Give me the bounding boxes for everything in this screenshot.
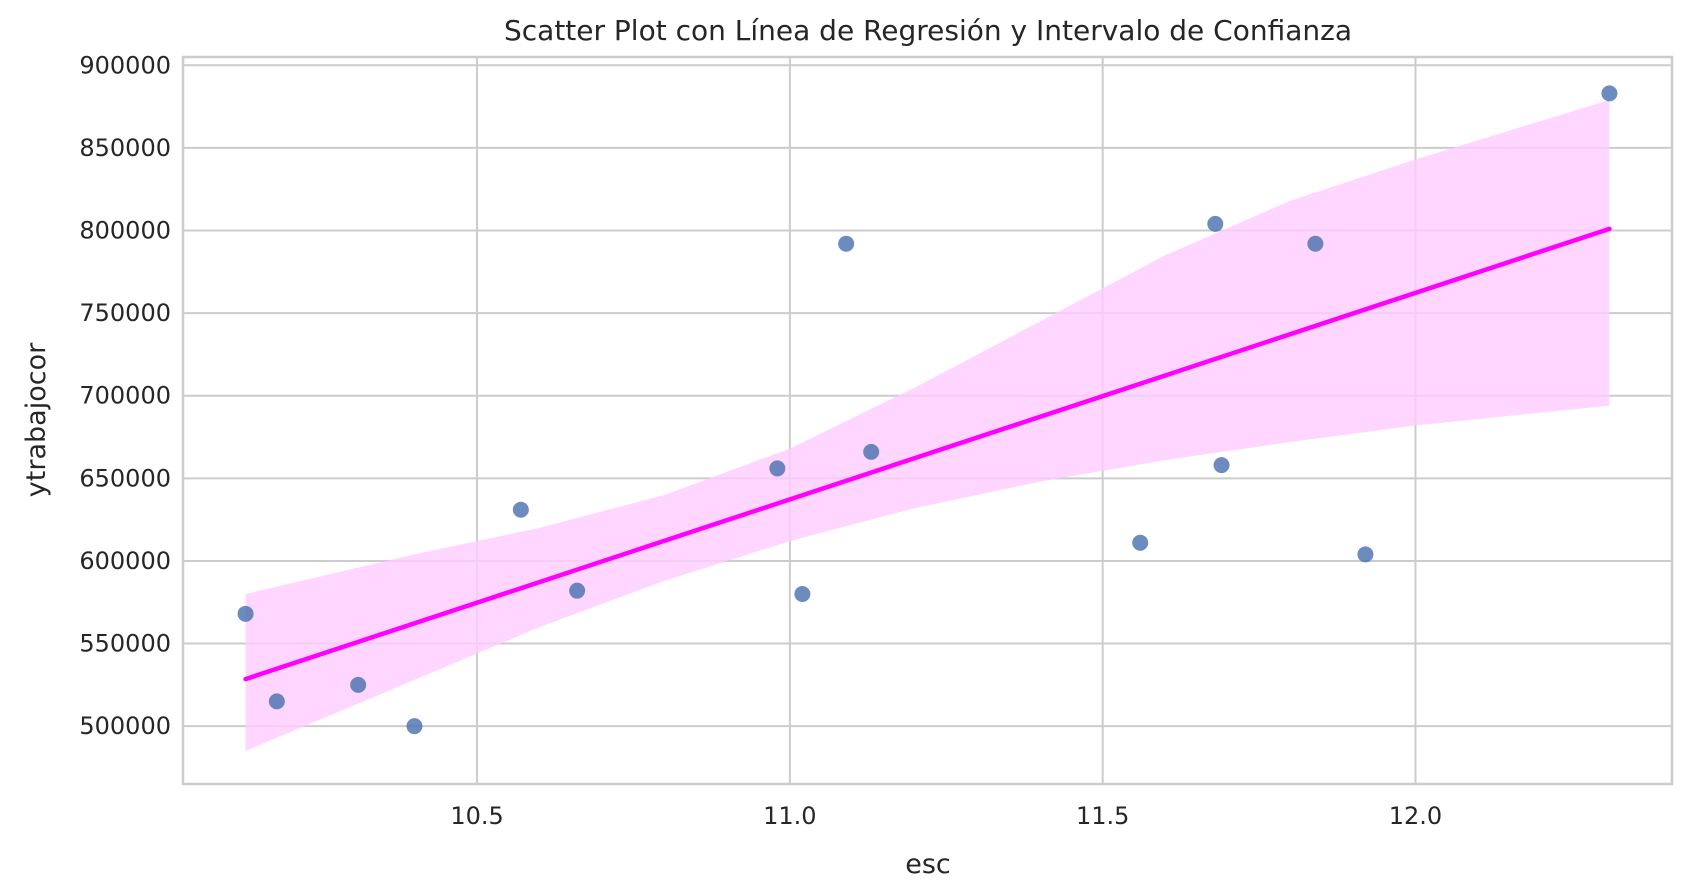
y-tick-label: 750000 (79, 299, 171, 327)
data-point (1132, 534, 1149, 551)
y-tick-label: 700000 (79, 382, 171, 410)
data-point (237, 605, 254, 622)
y-tick-label: 550000 (79, 630, 171, 658)
data-point (512, 501, 529, 518)
x-axis-label: esc (905, 849, 951, 880)
y-axis-label: ytrabajocor (21, 342, 52, 497)
regression-line (243, 226, 1612, 682)
y-tick-label: 500000 (79, 712, 171, 740)
x-tick-label: 10.5 (450, 802, 503, 830)
data-point (1357, 546, 1374, 563)
data-point (268, 693, 285, 710)
confidence-band (245, 99, 1610, 751)
chart-title: Scatter Plot con Línea de Regresión y In… (504, 14, 1352, 47)
x-tick-label: 11.0 (763, 802, 816, 830)
data-points (237, 85, 1618, 735)
y-tick-label: 800000 (79, 216, 171, 244)
data-point (350, 676, 367, 693)
data-point (838, 235, 855, 252)
regression-line-layer (243, 226, 1612, 682)
data-point (794, 585, 811, 602)
data-point (863, 443, 880, 460)
y-tick-label: 850000 (79, 134, 171, 162)
y-tick-labels: 500000 550000 600000 650000 700000 750000 8000… (79, 51, 171, 740)
plot-frame (181, 55, 1674, 786)
data-point (769, 460, 786, 477)
data-point (1307, 235, 1324, 252)
x-tick-labels: 10.5 11.0 11.5 12.0 (450, 802, 1442, 830)
data-point (406, 718, 423, 735)
data-point (1213, 457, 1230, 474)
confidence-band-layer (245, 99, 1610, 751)
data-point (569, 582, 586, 599)
y-tick-label: 650000 (79, 464, 171, 492)
y-tick-label: 900000 (79, 51, 171, 79)
x-tick-label: 11.5 (1076, 802, 1129, 830)
data-point (1207, 215, 1224, 232)
x-tick-label: 12.0 (1389, 802, 1442, 830)
y-tick-label: 600000 (79, 547, 171, 575)
data-point (1601, 85, 1618, 102)
